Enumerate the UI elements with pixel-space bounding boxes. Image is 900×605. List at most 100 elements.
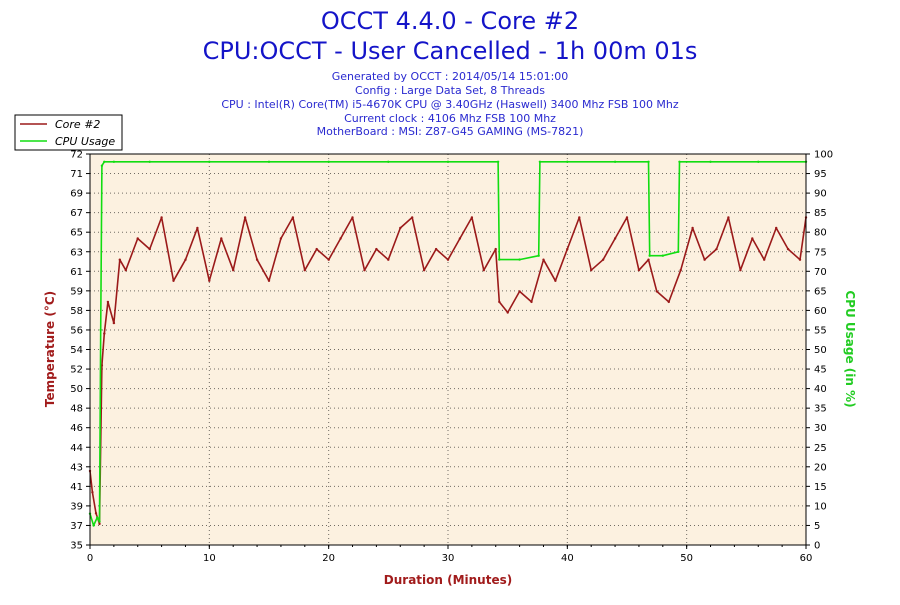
left-tick-label: 39 bbox=[70, 501, 83, 512]
data-point bbox=[677, 250, 680, 253]
data-point bbox=[786, 247, 790, 251]
data-point bbox=[775, 226, 778, 230]
data-point bbox=[613, 160, 617, 163]
right-tick-label: 70 bbox=[814, 267, 827, 278]
data-point bbox=[590, 269, 593, 272]
data-point bbox=[482, 269, 485, 272]
legend: Core #2 CPU Usage bbox=[14, 114, 123, 151]
data-point bbox=[613, 237, 617, 240]
data-point bbox=[112, 321, 116, 325]
data-point bbox=[496, 160, 500, 163]
right-tick-label: 60 bbox=[814, 306, 827, 317]
left-tick-label: 72 bbox=[70, 150, 83, 161]
legend-label-core2: Core #2 bbox=[55, 118, 100, 131]
data-point bbox=[446, 160, 450, 163]
data-point bbox=[530, 300, 533, 304]
data-point bbox=[667, 300, 670, 304]
data-point bbox=[148, 247, 151, 251]
left-axis-label: Temperature (°C) bbox=[43, 291, 57, 407]
chart-title: OCCT 4.4.0 - Core #2 bbox=[321, 7, 579, 35]
data-point bbox=[518, 290, 521, 293]
data-point bbox=[103, 332, 106, 335]
data-point bbox=[458, 237, 462, 240]
left-tick-label: 65 bbox=[70, 228, 83, 239]
data-point bbox=[96, 516, 99, 519]
right-tick-label: 45 bbox=[814, 365, 827, 376]
data-point bbox=[703, 258, 706, 261]
data-point bbox=[112, 160, 116, 163]
data-point bbox=[267, 160, 271, 163]
data-point bbox=[327, 258, 330, 261]
left-tick-label: 58 bbox=[70, 306, 83, 317]
data-point bbox=[184, 258, 187, 261]
data-point bbox=[518, 258, 521, 261]
data-point bbox=[136, 237, 139, 240]
right-tick-label: 5 bbox=[814, 521, 820, 532]
legend-label-cpu-usage: CPU Usage bbox=[55, 135, 115, 148]
right-axis-label: CPU Usage (in %) bbox=[843, 290, 857, 407]
data-point bbox=[315, 247, 318, 251]
data-point bbox=[351, 216, 354, 219]
data-point bbox=[118, 258, 122, 261]
x-tick-label: 20 bbox=[322, 553, 335, 564]
data-point bbox=[124, 269, 128, 272]
right-tick-label: 95 bbox=[814, 169, 827, 180]
info-motherboard: MotherBoard : MSI: Z87-G45 GAMING (MS-78… bbox=[317, 125, 584, 138]
data-point bbox=[172, 279, 175, 282]
x-tick-label: 10 bbox=[203, 553, 216, 564]
left-tick-label: 46 bbox=[70, 423, 83, 434]
data-point bbox=[647, 258, 650, 261]
data-point bbox=[637, 269, 641, 272]
left-tick-label: 59 bbox=[70, 286, 83, 297]
data-point bbox=[232, 269, 235, 272]
data-point bbox=[375, 247, 378, 251]
right-tick-label: 15 bbox=[814, 482, 827, 493]
data-point bbox=[243, 216, 247, 219]
x-axis: 0 10 20 30 40 50 60 bbox=[87, 545, 812, 564]
left-tick-label: 43 bbox=[70, 462, 83, 473]
x-tick-label: 30 bbox=[442, 553, 455, 564]
left-tick-label: 63 bbox=[70, 247, 83, 258]
data-point bbox=[537, 254, 540, 257]
grid bbox=[90, 154, 806, 545]
data-point bbox=[727, 216, 730, 219]
legend-box bbox=[14, 114, 123, 151]
data-point bbox=[538, 160, 542, 163]
right-tick-label: 55 bbox=[814, 325, 827, 336]
data-point bbox=[446, 258, 450, 261]
data-point bbox=[100, 164, 104, 167]
data-point bbox=[751, 237, 754, 240]
data-point bbox=[648, 254, 651, 257]
data-point bbox=[220, 237, 223, 240]
data-point bbox=[647, 160, 650, 163]
right-tick-label: 0 bbox=[814, 541, 820, 552]
right-tick-label: 50 bbox=[814, 345, 827, 356]
data-point bbox=[506, 311, 509, 314]
left-tick-label: 56 bbox=[70, 325, 83, 336]
left-tick-label: 37 bbox=[70, 521, 83, 532]
right-tick-label: 20 bbox=[814, 462, 827, 473]
info-config: Config : Large Data Set, 8 Threads bbox=[355, 84, 545, 97]
data-point bbox=[255, 258, 259, 261]
left-tick-label: 67 bbox=[70, 208, 83, 219]
data-point bbox=[327, 160, 330, 163]
right-tick-label: 85 bbox=[814, 208, 827, 219]
x-axis-label: Duration (Minutes) bbox=[384, 573, 512, 587]
data-point bbox=[160, 216, 163, 219]
data-point bbox=[655, 290, 658, 293]
data-point bbox=[339, 237, 342, 240]
data-point bbox=[279, 237, 283, 240]
x-tick-label: 40 bbox=[561, 553, 574, 564]
data-point bbox=[422, 269, 426, 272]
data-point bbox=[661, 254, 664, 257]
left-tick-label: 71 bbox=[70, 169, 83, 180]
left-tick-label: 48 bbox=[70, 404, 83, 415]
data-point bbox=[196, 226, 199, 230]
data-point bbox=[100, 364, 104, 367]
left-tick-label: 61 bbox=[70, 267, 83, 278]
data-point bbox=[92, 524, 95, 527]
data-point bbox=[103, 160, 106, 163]
info-clock: Current clock : 4106 Mhz FSB 100 Mhz bbox=[344, 112, 556, 125]
